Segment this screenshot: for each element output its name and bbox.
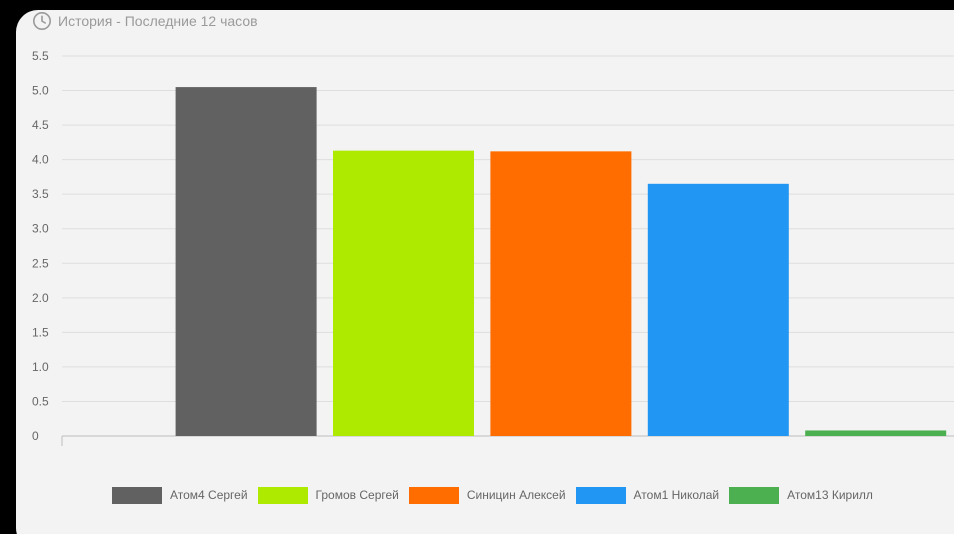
clock-icon bbox=[33, 12, 51, 30]
bar bbox=[647, 183, 789, 436]
y-tick-label: 5.0 bbox=[32, 84, 49, 98]
legend-label: Атом13 Кирилл bbox=[787, 488, 873, 502]
bar bbox=[175, 87, 317, 436]
legend-item[interactable]: Громов Сергей bbox=[257, 486, 399, 504]
panel-header: История - Последние 12 часов bbox=[32, 10, 258, 32]
page-title: История - Последние 12 часов bbox=[58, 13, 258, 29]
legend-swatch bbox=[112, 486, 162, 504]
y-tick-label: 5.5 bbox=[32, 49, 49, 63]
y-tick-label: 1.0 bbox=[32, 360, 49, 374]
y-tick-label: 4.5 bbox=[32, 118, 49, 132]
y-tick-label: 4.0 bbox=[32, 153, 49, 167]
legend-swatch bbox=[257, 486, 308, 504]
bar bbox=[333, 150, 474, 436]
legend-item[interactable]: Атом4 Сергей bbox=[112, 486, 248, 504]
y-tick-label: 1.5 bbox=[32, 325, 49, 339]
legend-item[interactable]: Атом1 Николай bbox=[575, 486, 720, 504]
bar bbox=[805, 430, 947, 436]
chart-legend: Атом4 Сергей Громов Сергей Синицин Алексей… bbox=[112, 486, 883, 504]
y-tick-label: 3.5 bbox=[32, 187, 49, 201]
y-tick-label: 0 bbox=[32, 429, 39, 443]
chart-panel bbox=[16, 10, 954, 534]
y-tick-label: 3.0 bbox=[32, 222, 49, 236]
legend-label: Атом4 Сергей bbox=[170, 488, 248, 502]
legend-swatch bbox=[408, 486, 459, 504]
legend-swatch bbox=[729, 486, 780, 504]
legend-label: Синицин Алексей bbox=[466, 488, 566, 502]
legend-label: Громов Сергей bbox=[315, 488, 399, 502]
legend-label: Атом1 Николай bbox=[633, 488, 720, 502]
bar bbox=[490, 151, 632, 436]
y-tick-label: 0.5 bbox=[32, 394, 49, 408]
y-tick-label: 2.5 bbox=[32, 256, 49, 270]
legend-swatch bbox=[575, 486, 626, 504]
legend-item[interactable]: Атом13 Кирилл bbox=[729, 486, 873, 504]
legend-item[interactable]: Синицин Алексей bbox=[408, 486, 566, 504]
y-tick-label: 2.0 bbox=[32, 291, 49, 305]
